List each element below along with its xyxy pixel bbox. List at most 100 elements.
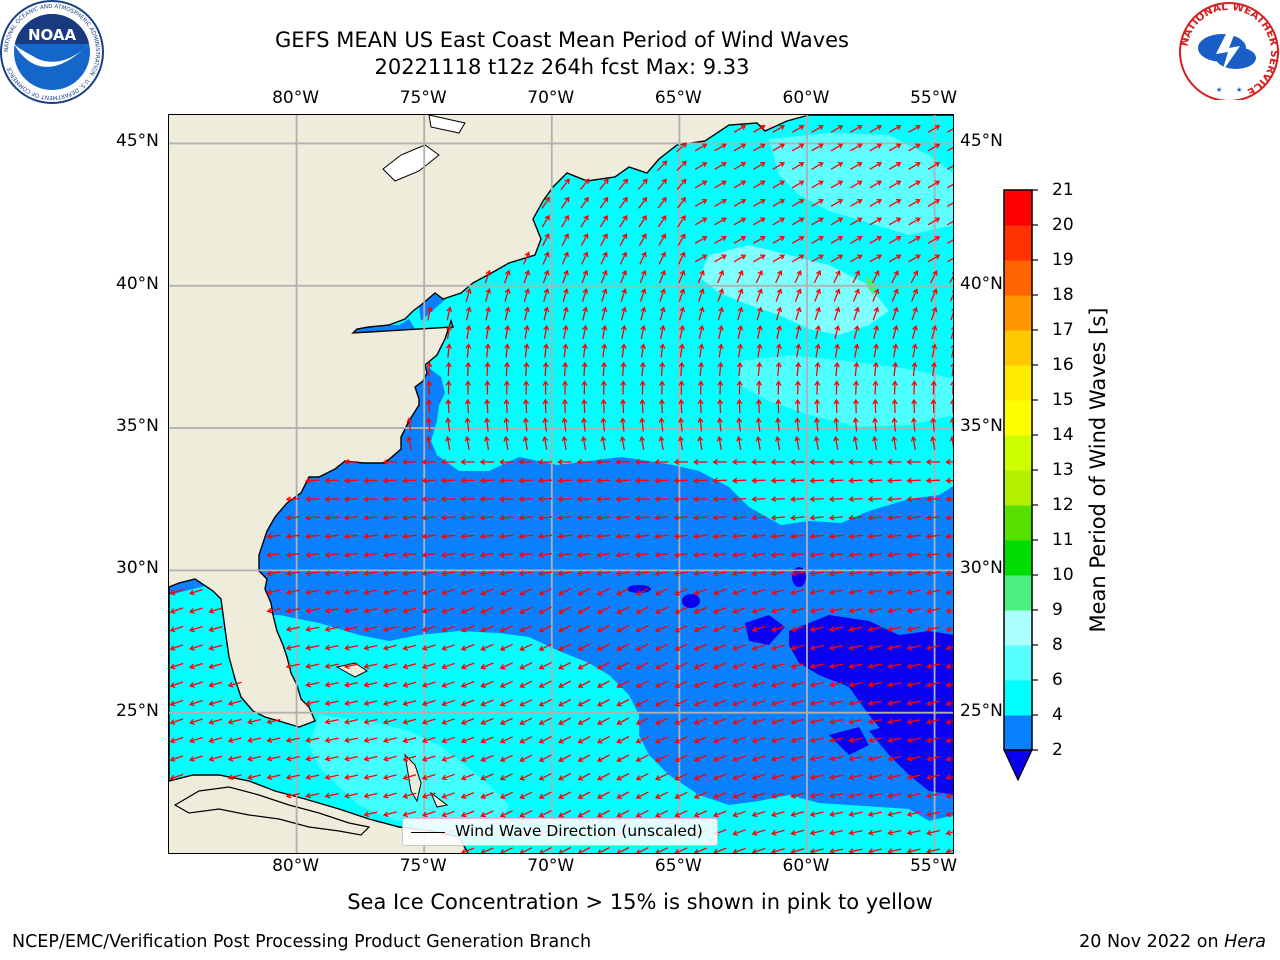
wave-direction-arrow bbox=[772, 254, 786, 263]
wave-direction-arrow bbox=[305, 755, 320, 762]
wave-direction-arrow bbox=[873, 325, 880, 339]
wave-direction-arrow bbox=[597, 735, 610, 744]
wave-direction-arrow bbox=[344, 737, 359, 744]
wave-direction-arrow bbox=[635, 606, 649, 615]
wave-direction-arrow bbox=[867, 848, 882, 853]
noaa-logo-text: NOAA bbox=[28, 26, 77, 44]
wave-direction-arrow bbox=[753, 143, 766, 152]
colorbar-cell bbox=[1004, 715, 1032, 751]
wave-direction-arrow bbox=[772, 124, 786, 133]
wave-direction-arrow bbox=[402, 737, 417, 744]
wave-direction-arrow bbox=[485, 306, 491, 321]
wave-direction-arrow bbox=[460, 717, 475, 725]
wave-direction-arrow bbox=[906, 737, 921, 744]
wave-direction-arrow bbox=[363, 552, 378, 558]
colorbar-label: 15 bbox=[1052, 390, 1074, 410]
wave-direction-arrow bbox=[601, 343, 608, 358]
wave-direction-arrow bbox=[581, 417, 588, 432]
wave-direction-arrow bbox=[717, 306, 724, 321]
wave-direction-arrow bbox=[732, 736, 746, 744]
wave-direction-arrow bbox=[577, 717, 591, 726]
wave-direction-arrow bbox=[815, 325, 821, 339]
wave-direction-arrow bbox=[597, 624, 610, 633]
wave-direction-arrow bbox=[887, 848, 902, 853]
wave-direction-arrow bbox=[484, 361, 491, 377]
wave-direction-arrow bbox=[697, 435, 704, 451]
wave-direction-arrow bbox=[888, 254, 902, 263]
wave-direction-arrow bbox=[616, 846, 630, 853]
wave-direction-arrow bbox=[906, 718, 921, 725]
wave-direction-arrow bbox=[499, 736, 513, 744]
wave-direction-arrow bbox=[557, 496, 572, 503]
wave-direction-arrow bbox=[635, 754, 649, 763]
wave-direction-arrow bbox=[829, 829, 844, 836]
wave-direction-arrow bbox=[344, 607, 359, 614]
wave-direction-arrow bbox=[674, 625, 688, 633]
wave-direction-arrow bbox=[867, 755, 882, 762]
wave-direction-arrow bbox=[693, 514, 708, 521]
wave-direction-arrow bbox=[441, 792, 455, 799]
wave-direction-arrow bbox=[791, 161, 805, 170]
wave-direction-arrow bbox=[712, 810, 727, 818]
wave-direction-arrow bbox=[635, 625, 649, 633]
wave-direction-arrow bbox=[712, 533, 727, 540]
wave-direction-arrow bbox=[499, 680, 513, 688]
wave-direction-arrow bbox=[887, 570, 902, 577]
wave-direction-arrow bbox=[809, 552, 824, 558]
wave-direction-arrow bbox=[852, 417, 859, 432]
wave-direction-arrow bbox=[382, 570, 397, 577]
wave-direction-arrow bbox=[697, 417, 704, 432]
wave-direction-arrow bbox=[658, 435, 665, 451]
wave-direction-arrow bbox=[770, 496, 785, 503]
wave-direction-arrow bbox=[421, 570, 436, 577]
wave-direction-arrow bbox=[247, 755, 262, 762]
wave-direction-arrow bbox=[794, 288, 802, 302]
wave-direction-arrow bbox=[887, 718, 902, 725]
wave-direction-arrow bbox=[790, 681, 805, 688]
wave-direction-arrow bbox=[853, 343, 860, 358]
wave-direction-arrow bbox=[305, 700, 320, 707]
wave-direction-arrow bbox=[499, 810, 513, 818]
wave-direction-arrow bbox=[693, 588, 708, 596]
wave-direction-arrow bbox=[732, 570, 747, 577]
wave-direction-arrow bbox=[324, 663, 339, 670]
date-text: 20 Nov 2022 on Hera bbox=[1079, 932, 1266, 952]
wave-direction-arrow bbox=[694, 235, 708, 244]
wave-direction-arrow bbox=[441, 625, 455, 633]
wave-direction-arrow bbox=[887, 829, 902, 836]
wave-direction-arrow bbox=[848, 829, 863, 836]
wave-direction-arrow bbox=[421, 681, 436, 688]
wave-direction-arrow bbox=[848, 700, 863, 707]
legend-label: Wind Wave Direction (unscaled) bbox=[455, 822, 703, 840]
wave-direction-arrow bbox=[557, 552, 572, 558]
wave-direction-arrow bbox=[580, 435, 587, 451]
wave-direction-arrow bbox=[732, 755, 746, 762]
wave-direction-arrow bbox=[344, 589, 359, 596]
wave-direction-arrow bbox=[560, 196, 570, 209]
wave-direction-arrow bbox=[480, 643, 494, 651]
wave-direction-arrow bbox=[562, 361, 569, 377]
wave-direction-arrow bbox=[809, 829, 824, 836]
wave-direction-arrow bbox=[519, 810, 533, 818]
wave-direction-arrow bbox=[538, 699, 552, 707]
wave-direction-arrow bbox=[343, 496, 359, 503]
wave-direction-arrow bbox=[869, 217, 883, 226]
lat-tick-right: 30°N bbox=[960, 558, 1003, 579]
wave-direction-arrow bbox=[561, 435, 568, 451]
wave-direction-arrow bbox=[751, 773, 766, 781]
wave-direction-arrow bbox=[850, 180, 863, 189]
wave-direction-arrow bbox=[830, 180, 844, 189]
wave-direction-arrow bbox=[930, 398, 937, 414]
wave-direction-arrow bbox=[850, 217, 863, 226]
wave-direction-arrow bbox=[676, 142, 688, 153]
wave-direction-arrow bbox=[809, 607, 824, 614]
lon-tick-top: 75°W bbox=[399, 88, 447, 108]
wave-direction-arrow bbox=[659, 288, 666, 302]
wave-direction-arrow bbox=[867, 718, 882, 725]
wave-direction-arrow bbox=[460, 606, 475, 614]
wave-direction-arrow bbox=[421, 810, 436, 818]
wave-direction-arrow bbox=[465, 288, 472, 302]
wave-direction-arrow bbox=[460, 680, 475, 688]
wave-direction-arrow bbox=[324, 737, 339, 744]
wave-direction-arrow bbox=[464, 398, 471, 414]
